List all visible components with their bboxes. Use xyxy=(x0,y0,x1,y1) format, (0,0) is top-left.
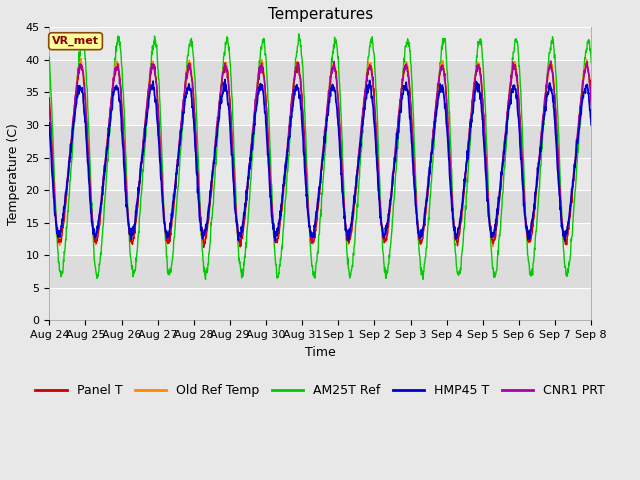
Bar xyxy=(49,288,591,321)
Bar xyxy=(49,93,591,125)
Bar xyxy=(49,223,591,255)
Bar xyxy=(49,190,591,223)
Bar xyxy=(49,157,591,190)
X-axis label: Time: Time xyxy=(305,346,335,359)
Y-axis label: Temperature (C): Temperature (C) xyxy=(7,123,20,225)
Bar xyxy=(49,255,591,288)
Bar xyxy=(49,27,591,60)
Title: Temperatures: Temperatures xyxy=(268,7,373,22)
Bar xyxy=(49,60,591,93)
Legend: Panel T, Old Ref Temp, AM25T Ref, HMP45 T, CNR1 PRT: Panel T, Old Ref Temp, AM25T Ref, HMP45 … xyxy=(31,379,610,402)
Bar xyxy=(49,125,591,157)
Text: VR_met: VR_met xyxy=(52,36,99,47)
